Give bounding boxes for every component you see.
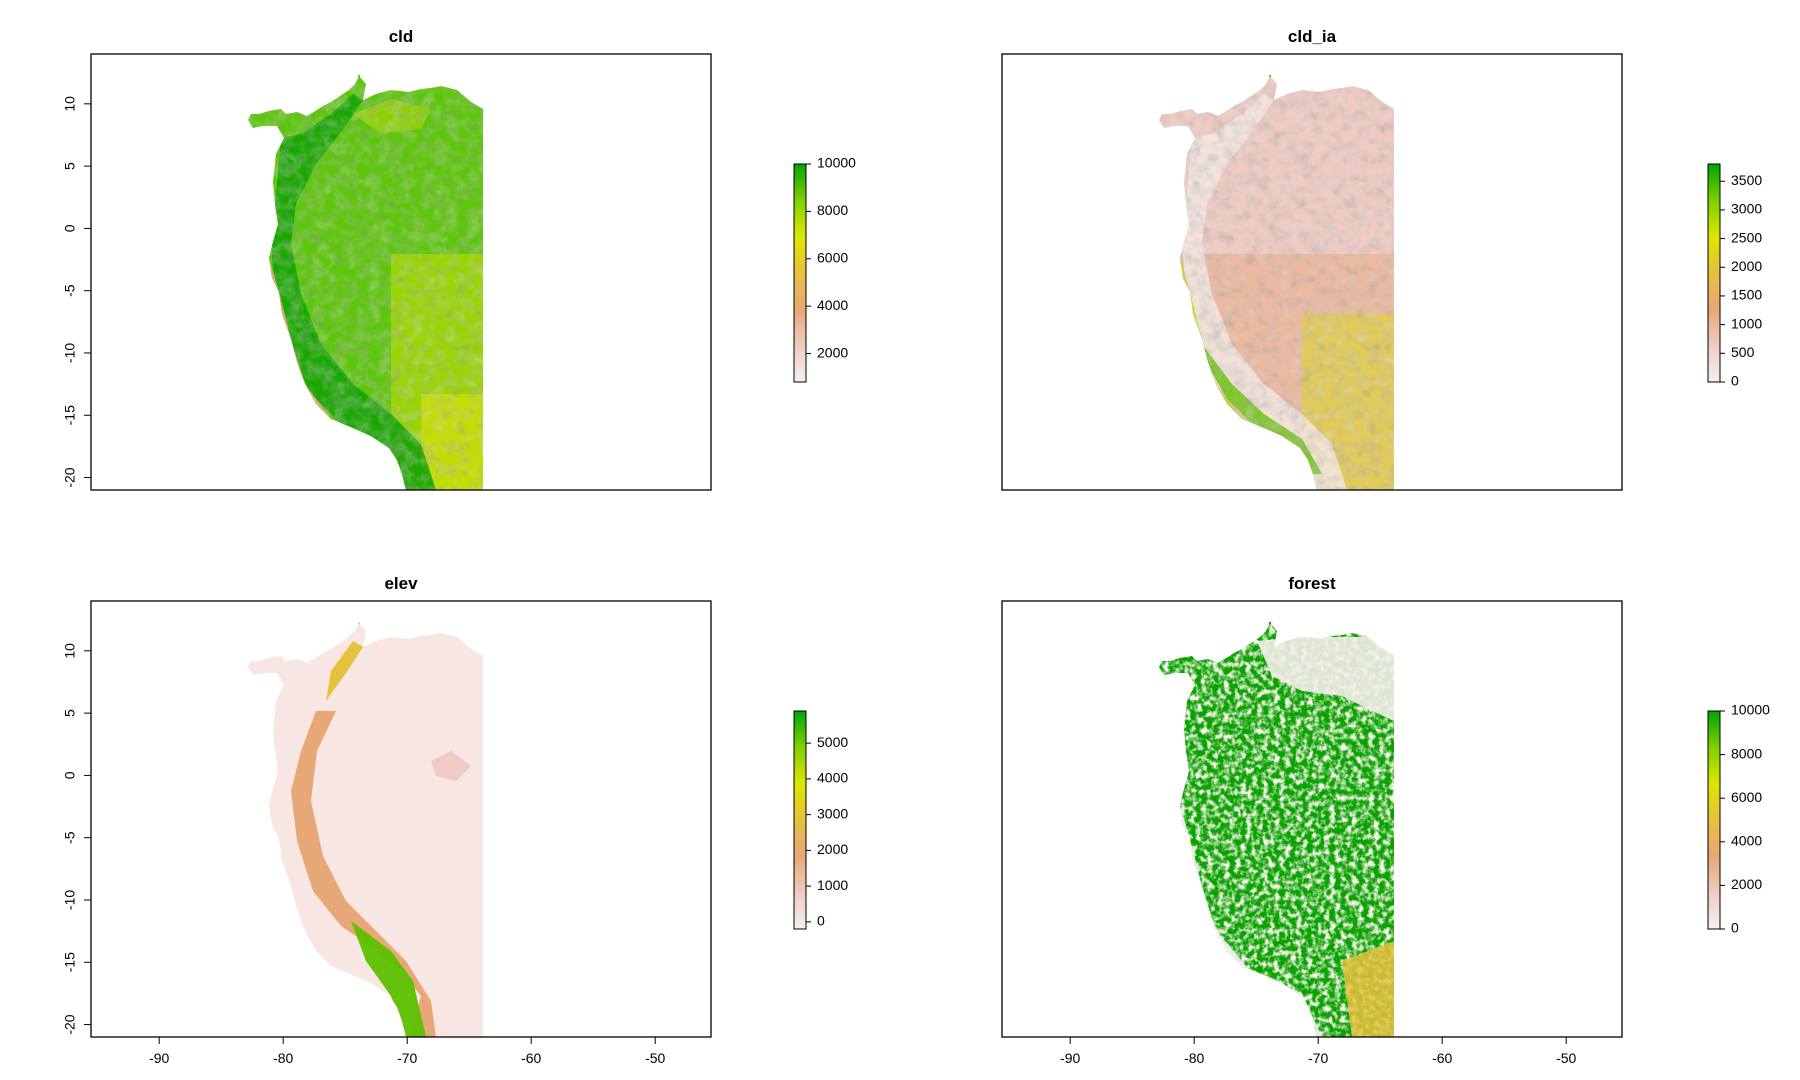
raster-cld (248, 76, 483, 490)
forest-island (1268, 621, 1272, 625)
legend-tick-label: 6000 (1731, 789, 1762, 805)
y-tick-label: 10 (62, 643, 78, 659)
panel-cld_ia: cld_ia (1001, 27, 1623, 491)
elev-island (357, 621, 361, 625)
forest-llanos (1257, 637, 1394, 721)
elev-north-range (326, 641, 363, 701)
plot-frame (1001, 600, 1623, 1038)
cld-island (357, 74, 361, 78)
legend-tick-label: 4000 (817, 770, 848, 786)
y-tick-label: -20 (62, 1014, 78, 1034)
legend-tick-label: 10000 (817, 155, 856, 171)
legend-colorbar (1707, 710, 1721, 930)
legend-tick-label: 2000 (1731, 258, 1762, 274)
legend-tick-label: 5000 (817, 734, 848, 750)
raster-cld_ia (1159, 76, 1394, 490)
legend-tick-label: 0 (1731, 920, 1739, 936)
legend-tick-label: 3000 (1731, 201, 1762, 217)
y-tick-label: -5 (62, 831, 78, 844)
legend-tick-label: 1000 (1731, 315, 1762, 331)
legend-tick-label: 4000 (1731, 833, 1762, 849)
x-tick-label: -60 (1432, 1050, 1452, 1066)
x-tick-label: -50 (645, 1050, 665, 1066)
x-tick-label: -80 (1184, 1050, 1204, 1066)
legend-tick-label: 500 (1731, 344, 1755, 360)
panel-title: elev (384, 574, 418, 593)
x-tick-label: -90 (149, 1050, 169, 1066)
forest-chaco (1342, 941, 1394, 1037)
y-tick-label: 5 (62, 709, 78, 717)
x-tick-label: -80 (273, 1050, 293, 1066)
y-tick-label: 5 (62, 162, 78, 170)
legend-tick-label: 10000 (1731, 702, 1770, 718)
legend-tick-label: 0 (1731, 373, 1739, 389)
elev-plateau (431, 751, 471, 781)
y-tick-label: -15 (62, 952, 78, 972)
x-tick-label: -50 (1556, 1050, 1576, 1066)
plot-frame (90, 600, 712, 1038)
legend-colorbar (793, 163, 807, 383)
y-tick-label: 0 (62, 771, 78, 779)
legend-colorbar (793, 710, 807, 930)
legend-forest: 0 2000 4000 6000 8000 10000 (1707, 702, 1770, 936)
legend-tick-label: 8000 (1731, 745, 1762, 761)
panel-title: forest (1288, 574, 1336, 593)
elev-andes-low (291, 711, 436, 1037)
legend-tick-label: 8000 (817, 202, 848, 218)
legend-cld_ia: 0 500 1000 1500 2000 2500 3000 3500 (1707, 163, 1762, 389)
legend-tick-label: 2000 (1731, 876, 1762, 892)
panel-title: cld (389, 27, 414, 46)
cldia-texture (1159, 76, 1394, 490)
legend-tick-label: 3000 (817, 805, 848, 821)
legend-tick-label: 1500 (1731, 287, 1762, 303)
y-tick-label: -10 (62, 343, 78, 363)
x-tick-label: -60 (521, 1050, 541, 1066)
panel-title: cld_ia (1288, 27, 1337, 46)
panel-cld: cld 10 5 0 -5 -10 -15 -20 (62, 27, 712, 491)
legend-tick-label: 2000 (817, 344, 848, 360)
cld-texture (248, 76, 483, 490)
plot-frame (90, 53, 712, 491)
elev-altiplano (351, 921, 426, 1037)
cld_ia-island (1268, 74, 1272, 78)
x-tick-label: -90 (1060, 1050, 1080, 1066)
legend-tick-label: 2500 (1731, 229, 1762, 245)
y-tick-label: -20 (62, 467, 78, 487)
y-tick-label: 10 (62, 96, 78, 112)
y-tick-label: -15 (62, 405, 78, 425)
raster-forest (1159, 623, 1394, 1037)
legend-tick-label: 0 (817, 913, 825, 929)
y-tick-label: 0 (62, 224, 78, 232)
y-tick-label: -10 (62, 890, 78, 910)
y-tick-label: -5 (62, 284, 78, 297)
panel-forest: forest -90 -80 -70 -60 -50 (1001, 574, 1623, 1066)
legend-cld: 2000 4000 6000 8000 10000 (793, 155, 856, 383)
legend-elev: 0 1000 2000 3000 4000 5000 (793, 710, 848, 930)
legend-tick-label: 6000 (817, 249, 848, 265)
panel-elev: elev 10 5 0 -5 -10 -15 -20 -90 -80 -70 -60 -50 (62, 574, 712, 1066)
legend-tick-label: 4000 (817, 297, 848, 313)
x-tick-label: -70 (397, 1050, 417, 1066)
raster-elev (248, 623, 483, 1037)
legend-colorbar (1707, 163, 1721, 383)
plot-frame (1001, 53, 1623, 491)
x-tick-label: -70 (1308, 1050, 1328, 1066)
legend-tick-label: 3500 (1731, 172, 1762, 188)
legend-tick-label: 1000 (817, 877, 848, 893)
legend-tick-label: 2000 (817, 841, 848, 857)
